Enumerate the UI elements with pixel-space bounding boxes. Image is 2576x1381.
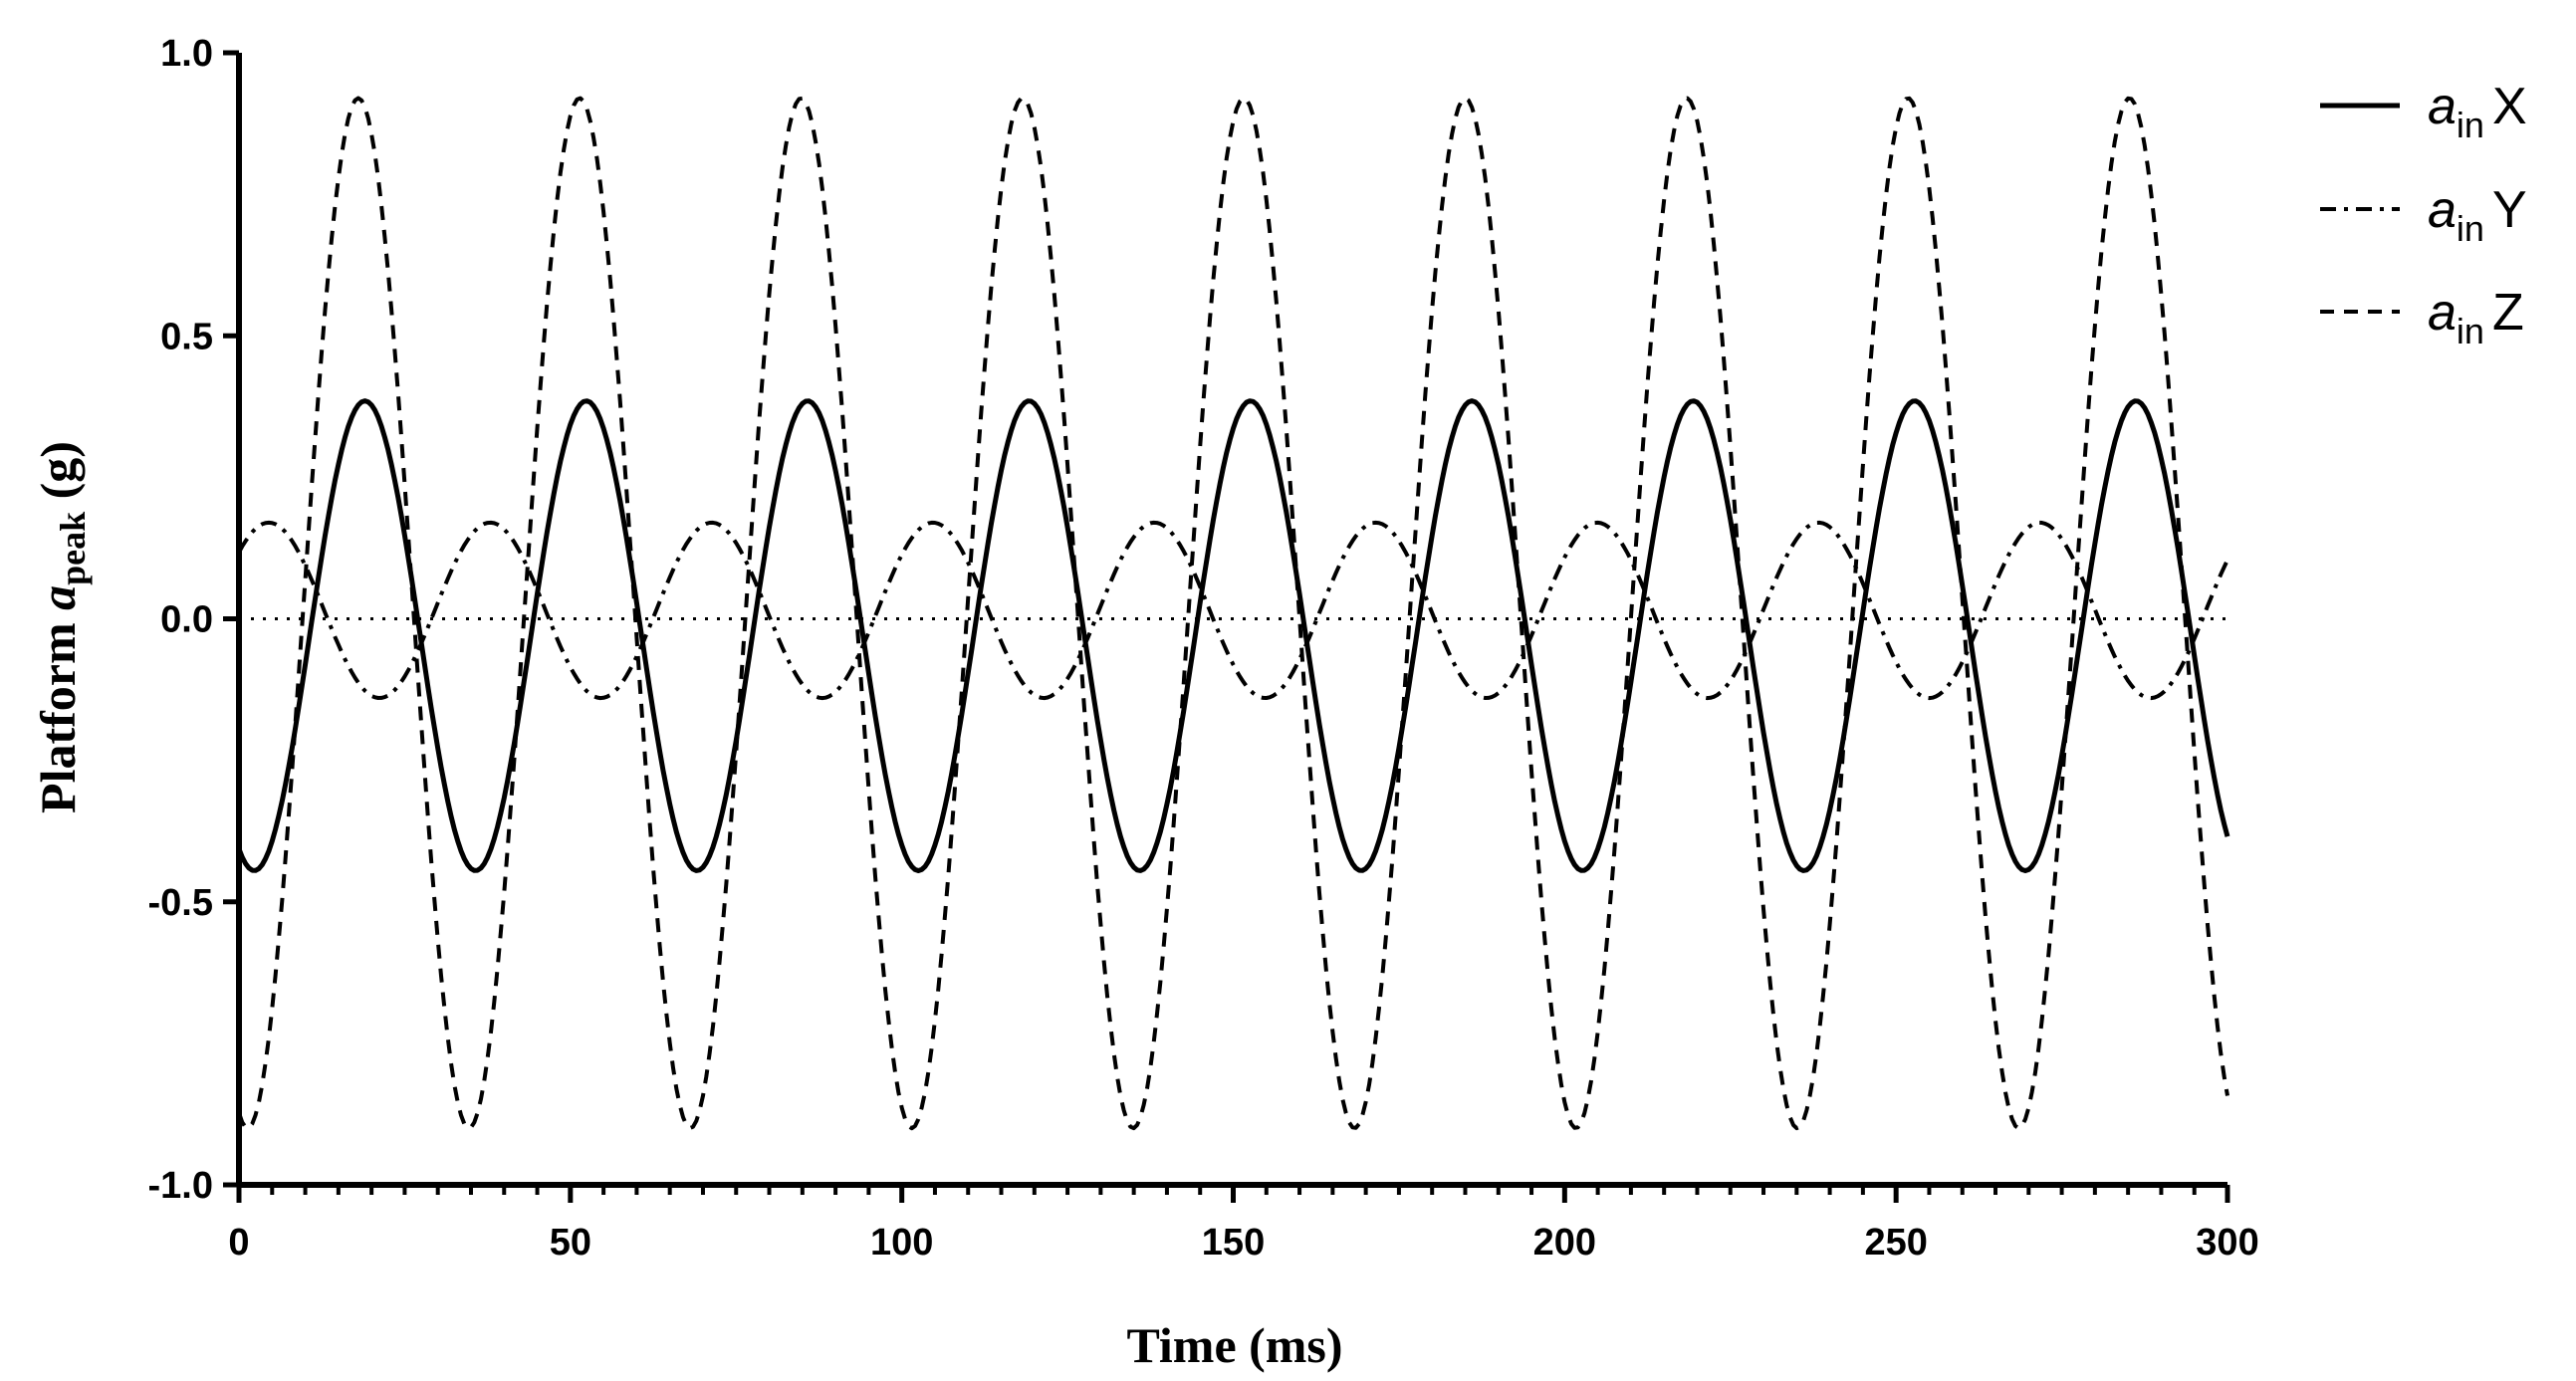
series-line-x bbox=[236, 398, 2230, 873]
y-tick-label: 0.0 bbox=[160, 599, 213, 641]
x-axis-title: Time (ms) bbox=[1126, 1317, 1342, 1373]
legend-item-y: ain Y bbox=[2320, 181, 2527, 249]
y-tick-label: -0.5 bbox=[148, 882, 213, 924]
y-tick-label: 0.5 bbox=[160, 316, 213, 357]
x-tick-label: 150 bbox=[1202, 1222, 1265, 1264]
x-tick-label: 0 bbox=[228, 1222, 249, 1264]
series-group bbox=[236, 96, 2230, 1131]
series-line-y bbox=[237, 520, 2229, 701]
legend: ain X ain Y ain Z bbox=[2320, 78, 2527, 351]
x-tick-label: 50 bbox=[550, 1222, 591, 1264]
y-axis-title: Platform apeak (g) bbox=[30, 441, 93, 813]
legend-item-x: ain X bbox=[2320, 78, 2527, 145]
y-tick-label: -1.0 bbox=[148, 1165, 213, 1207]
x-tick-label: 250 bbox=[1864, 1222, 1927, 1264]
legend-item-z: ain Z bbox=[2320, 284, 2524, 351]
x-tick-label: 300 bbox=[2196, 1222, 2258, 1264]
x-tick-label: 200 bbox=[1533, 1222, 1596, 1264]
y-tick-label: 1.0 bbox=[160, 33, 213, 75]
x-tick-label: 100 bbox=[870, 1222, 933, 1264]
ticks-group: -1.0 -0.5 0.0 0.5 1.0 0 50 100 150 200 250 300 bbox=[148, 33, 2259, 1264]
series-line-z bbox=[237, 96, 2229, 1131]
